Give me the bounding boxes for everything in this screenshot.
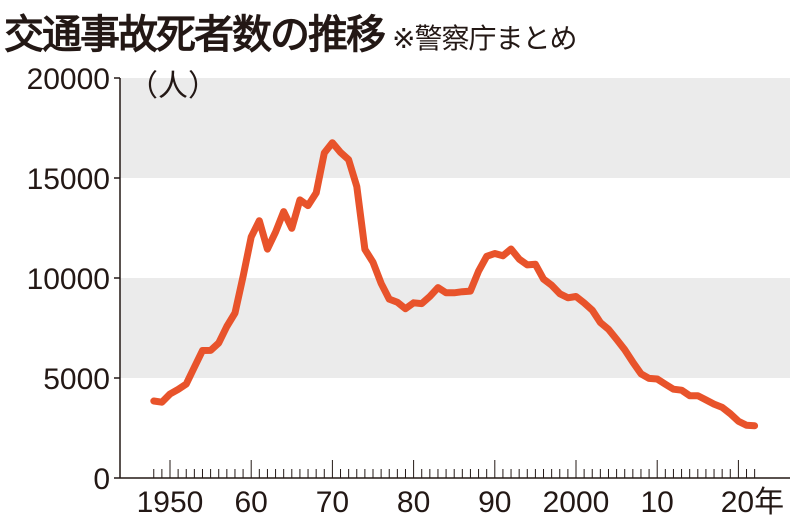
x-tick-label: 80 [397,486,430,519]
y-tick-labels: 0 5000 10000 15000 20000 [27,63,110,496]
x-tick-label: 10 [641,486,674,519]
x-tick-label: 90 [478,486,511,519]
series-lines [150,139,759,430]
grid-band [120,78,790,178]
y-tick-label: 0 [93,463,110,496]
x-tick-label: 70 [316,486,349,519]
x-tick-labels: 1950 60 70 80 90 2000 10 20年 [137,486,784,519]
x-tick-label: 2000 [543,486,610,519]
y-tick-label: 20000 [27,63,110,96]
y-axis-unit-label: （人） [128,70,218,103]
x-tick-label: 60 [235,486,268,519]
axes [114,77,790,479]
y-tick-label: 15000 [27,163,110,196]
title-text: 交通事故死者数の推移 [4,12,386,58]
x-tick-label: 1950 [137,486,204,519]
y-tick-label: 10000 [27,263,110,296]
chart-title: 交通事故死者数の推移 ※警察庁まとめ [4,2,577,60]
source-note: ※警察庁まとめ [392,22,577,55]
x-tick-label: 20年 [721,486,784,519]
y-tick-label: 5000 [43,363,110,396]
